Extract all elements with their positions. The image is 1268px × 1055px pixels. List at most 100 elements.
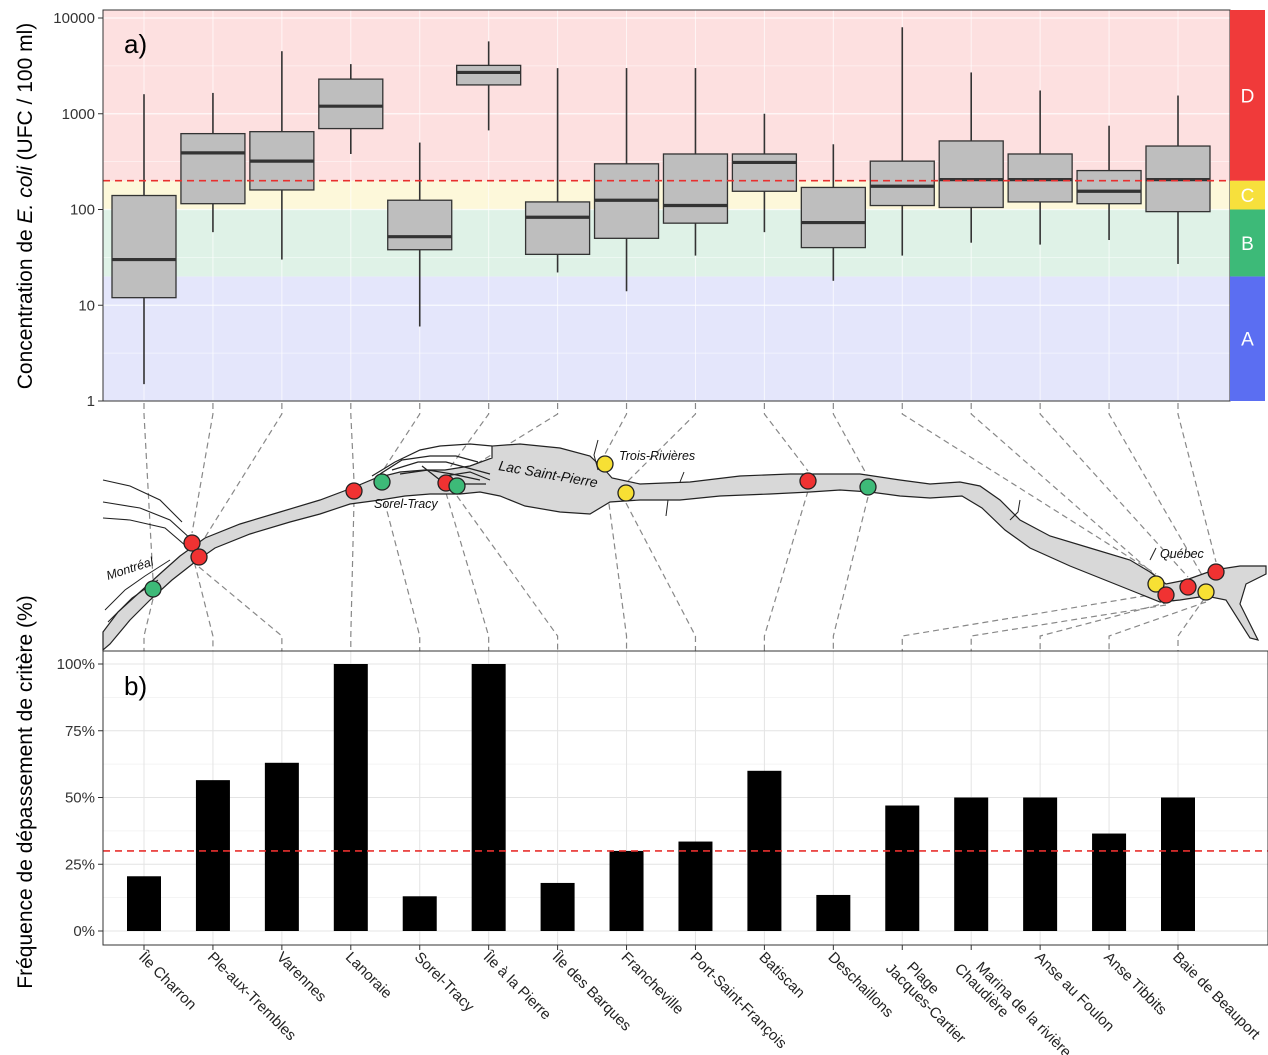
connector-bottom	[191, 552, 214, 651]
zone-color-bar: A B C D	[1230, 10, 1265, 401]
bar-5	[402, 896, 437, 931]
connector-bottom	[350, 500, 355, 651]
x-category-label-line: Sorel-Tracy	[411, 949, 478, 1016]
station-anse-au-foulon	[1179, 578, 1197, 596]
bar-12	[885, 805, 920, 931]
bar-8	[609, 850, 644, 931]
zone-bar-a	[1230, 276, 1265, 401]
x-category-label: Baie de Beauport	[1169, 949, 1264, 1044]
box-iqr	[180, 132, 246, 205]
station-pointe-aux-trembles-1	[183, 534, 201, 552]
y-tick-label: 10000	[53, 10, 95, 27]
connector-bottom	[763, 490, 809, 651]
station-ile-charron	[144, 580, 162, 598]
x-category-label: Francheville	[618, 949, 687, 1018]
boxplot-1	[111, 94, 177, 385]
zone-bar-b	[1230, 209, 1265, 277]
boxplots	[111, 27, 1211, 385]
panel-b-ylabel: Fréquence de dépassement de critère (%)	[14, 595, 37, 988]
x-category-label: Varennes	[273, 949, 330, 1006]
station-jacques-cartier	[1147, 575, 1165, 593]
connector-bottom	[1108, 601, 1207, 651]
bar-7	[540, 882, 575, 931]
box-iqr	[1007, 153, 1073, 203]
box-iqr	[111, 194, 177, 299]
sorel-islands	[371, 443, 493, 485]
bar-6	[471, 664, 506, 931]
x-category-label: Deschaillons	[825, 949, 897, 1021]
boxplot-11	[800, 144, 866, 281]
connector-bottom	[901, 593, 1157, 651]
connector-bottom	[445, 492, 490, 651]
connector-top	[381, 403, 421, 473]
box-iqr	[938, 140, 1004, 209]
boxplot-16	[1145, 95, 1211, 264]
connector-top	[445, 403, 490, 474]
x-category-label-line: Île à la Pierre	[479, 948, 554, 1023]
panel-a-label: a)	[124, 29, 147, 59]
bar-13	[954, 797, 989, 931]
bar-2	[195, 780, 230, 931]
box-iqr	[731, 153, 798, 192]
connector-top	[1177, 403, 1217, 563]
connector-top	[456, 403, 559, 477]
box-iqr	[387, 199, 453, 251]
box-iqr	[800, 186, 866, 249]
x-category-label-line: Anse Tibbits	[1100, 949, 1170, 1019]
connector-top	[143, 403, 154, 580]
x-category-label: Batiscan	[756, 949, 809, 1002]
connector-bottom	[1039, 596, 1189, 651]
bar-1	[127, 876, 161, 931]
connector-top	[625, 403, 697, 484]
box-iqr	[524, 201, 591, 256]
y-tick-label: 75%	[65, 723, 95, 740]
x-category-label-line: Deschaillons	[825, 949, 897, 1021]
boxplot-5	[387, 142, 453, 327]
y-tick-label: 100%	[57, 656, 95, 673]
station-anse-tibbits	[1197, 583, 1215, 601]
connector-top	[198, 403, 283, 548]
map-label-sorel: Sorel-Tracy	[374, 497, 438, 511]
y-tick-label: 50%	[65, 790, 95, 807]
zone-bar-c	[1230, 180, 1265, 210]
boxplot-15	[1076, 125, 1142, 241]
connector-top	[832, 403, 869, 478]
y-tick-label: 10	[78, 297, 95, 314]
x-category-label-line: Île Charron	[134, 948, 199, 1013]
bar-11	[816, 894, 851, 931]
station-lanoraie	[345, 482, 363, 500]
boxplot-9	[662, 68, 729, 256]
station-port-saint-francois	[617, 484, 635, 502]
connector-bottom	[832, 496, 869, 651]
x-category-label: Lanoraie	[342, 949, 395, 1002]
zone-bg-a	[103, 276, 1230, 401]
map-label-trois-rivieres: Trois-Rivières	[619, 449, 695, 463]
connector-bottom	[143, 598, 154, 651]
boxplot-12	[869, 27, 935, 256]
connector-bottom	[198, 566, 283, 651]
montreal-channel	[102, 479, 193, 547]
y-tick-label: 1	[87, 393, 95, 410]
station-markers	[144, 455, 1225, 604]
station-batiscan	[799, 472, 817, 490]
zone-label-b: B	[1241, 234, 1254, 255]
station-deschaillons	[859, 478, 877, 496]
zone-bar-d	[1230, 10, 1265, 181]
connector-bottom	[456, 495, 559, 651]
station-sorel-tracy	[373, 473, 391, 491]
box-iqr	[662, 153, 729, 224]
panel-a: A B C D 1 10 100 1000 10000 a) Concentration de…	[14, 9, 1265, 410]
panel-b: 0% 25% 50% 75% 100% Île Charron Ple-aux-Tremb…	[14, 595, 1268, 1055]
panel-a-y-ticks: 1 10 100 1000 10000	[53, 10, 103, 410]
boxplot-10	[731, 113, 798, 233]
connector-bottom	[381, 491, 421, 651]
x-category-label-line: Batiscan	[756, 949, 809, 1002]
connector-lines-bottom	[143, 473, 1217, 651]
connector-top	[1108, 403, 1207, 583]
y-tick-label: 1000	[62, 106, 95, 123]
panel-b-label: b)	[124, 671, 147, 701]
map-label-montreal: Montréal	[105, 554, 157, 583]
box-iqr	[1076, 169, 1142, 205]
